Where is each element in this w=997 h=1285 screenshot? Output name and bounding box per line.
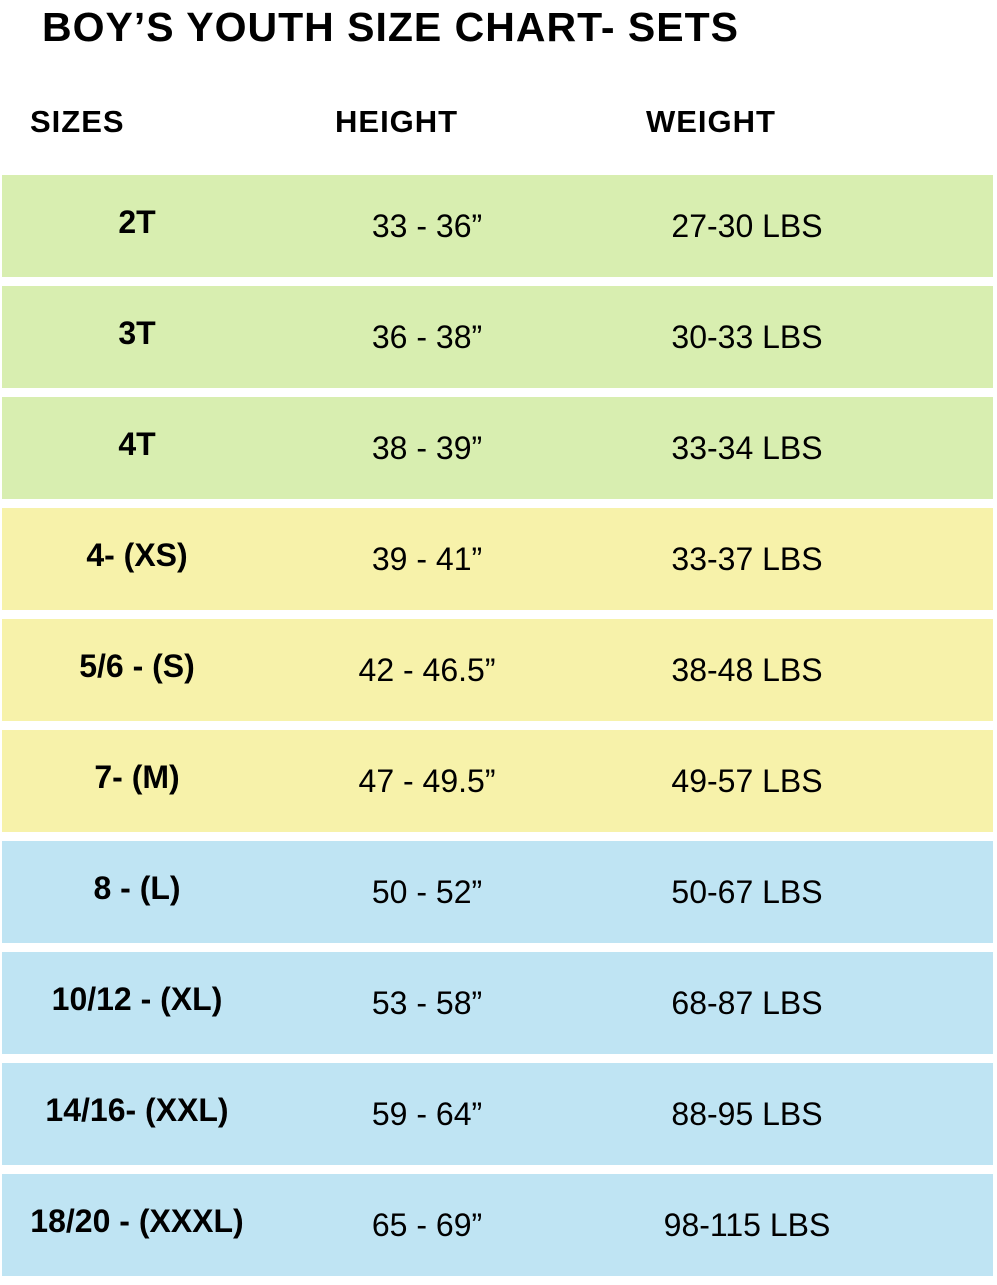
weight-cell: 33-37 LBS (671, 541, 823, 577)
weight-cell: 27-30 LBS (671, 208, 823, 244)
height-cell: 53 - 58” (371, 985, 483, 1021)
height-cell: 42 - 46.5” (358, 652, 496, 688)
column-header-sizes: SIZES (30, 104, 125, 139)
table-row: 10/12 - (XL) 53 - 58” 68-87 LBS (2, 952, 993, 1054)
size-cell: 4- (XS) (86, 537, 188, 573)
size-cell: 4T (118, 426, 156, 462)
table-row: 5/6 - (S) 42 - 46.5” 38-48 LBS (2, 619, 993, 721)
page-title: BOY’S YOUTH SIZE CHART- SETS (42, 4, 739, 50)
table-row: 2T 33 - 36” 27-30 LBS (2, 175, 993, 277)
size-cell: 8 - (L) (93, 870, 181, 906)
weight-cell: 30-33 LBS (671, 319, 823, 355)
weight-cell: 68-87 LBS (671, 985, 823, 1021)
column-header-weight: WEIGHT (646, 104, 776, 139)
size-cell: 14/16- (XXL) (45, 1092, 229, 1128)
size-cell: 18/20 - (XXXL) (30, 1203, 244, 1239)
height-cell: 59 - 64” (371, 1096, 483, 1132)
weight-cell: 33-34 LBS (671, 430, 823, 466)
height-cell: 65 - 69” (371, 1207, 483, 1243)
table-row: 4T 38 - 39” 33-34 LBS (2, 397, 993, 499)
weight-cell: 38-48 LBS (671, 652, 823, 688)
height-cell: 39 - 41” (371, 541, 483, 577)
table-row: 8 - (L) 50 - 52” 50-67 LBS (2, 841, 993, 943)
table-row: 7- (M) 47 - 49.5” 49-57 LBS (2, 730, 993, 832)
size-cell: 10/12 - (XL) (51, 981, 223, 1017)
weight-cell: 98-115 LBS (663, 1207, 831, 1243)
height-cell: 50 - 52” (371, 874, 483, 910)
height-cell: 36 - 38” (371, 319, 483, 355)
weight-cell: 88-95 LBS (671, 1096, 823, 1132)
weight-cell: 49-57 LBS (671, 763, 823, 799)
weight-cell: 50-67 LBS (671, 874, 823, 910)
table-row: 4- (XS) 39 - 41” 33-37 LBS (2, 508, 993, 610)
size-cell: 2T (118, 204, 156, 240)
table-row: 14/16- (XXL) 59 - 64” 88-95 LBS (2, 1063, 993, 1165)
size-cell: 7- (M) (94, 759, 180, 795)
table-row: 3T 36 - 38” 30-33 LBS (2, 286, 993, 388)
size-cell: 3T (118, 315, 156, 351)
column-header-height: HEIGHT (335, 104, 459, 139)
size-cell: 5/6 - (S) (79, 648, 195, 684)
height-cell: 47 - 49.5” (358, 763, 496, 799)
size-table: 2T 33 - 36” 27-30 LBS 3T 36 - 38” 30-33 LBS 4T… (2, 175, 993, 1285)
height-cell: 33 - 36” (371, 208, 483, 244)
height-cell: 38 - 39” (371, 430, 483, 466)
table-row: 18/20 - (XXXL) 65 - 69” 98-115 LBS (2, 1174, 993, 1276)
